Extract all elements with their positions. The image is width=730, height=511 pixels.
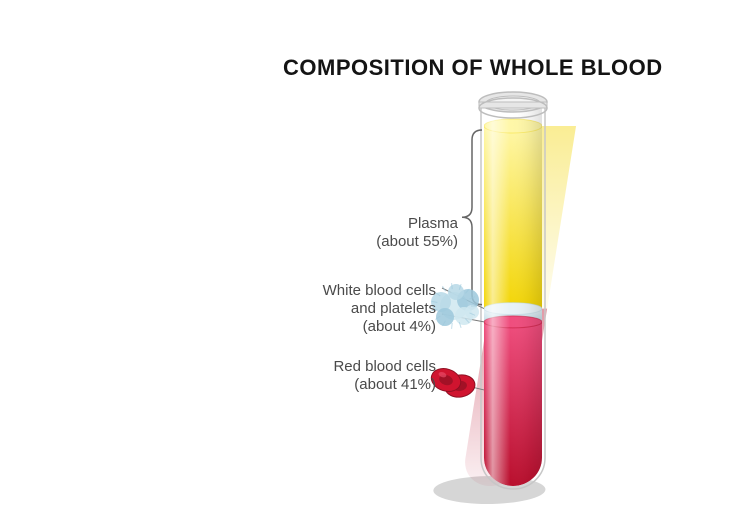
label-buffy-line2: (about 4%) [236,318,436,336]
label-plasma: Plasma (about 55%) [258,215,458,251]
label-rbc-line1: Red blood cells [236,358,436,376]
label-buffy-line1b: and platelets [236,300,436,318]
label-buffy-line1: White blood cells [236,282,436,300]
label-rbc-line2: (about 41%) [236,376,436,394]
brace-plasma [462,130,482,305]
label-buffy: White blood cells and platelets (about 4… [236,282,436,336]
infographic-stage: COMPOSITION OF WHOLE BLOOD Plasma (about… [0,0,730,511]
label-plasma-line2: (about 55%) [258,233,458,251]
test-tube [479,92,547,489]
diagram-svg [0,0,730,511]
label-plasma-line1: Plasma [258,215,458,233]
wbc-cluster-icon [431,283,479,329]
label-rbc: Red blood cells (about 41%) [236,358,436,394]
